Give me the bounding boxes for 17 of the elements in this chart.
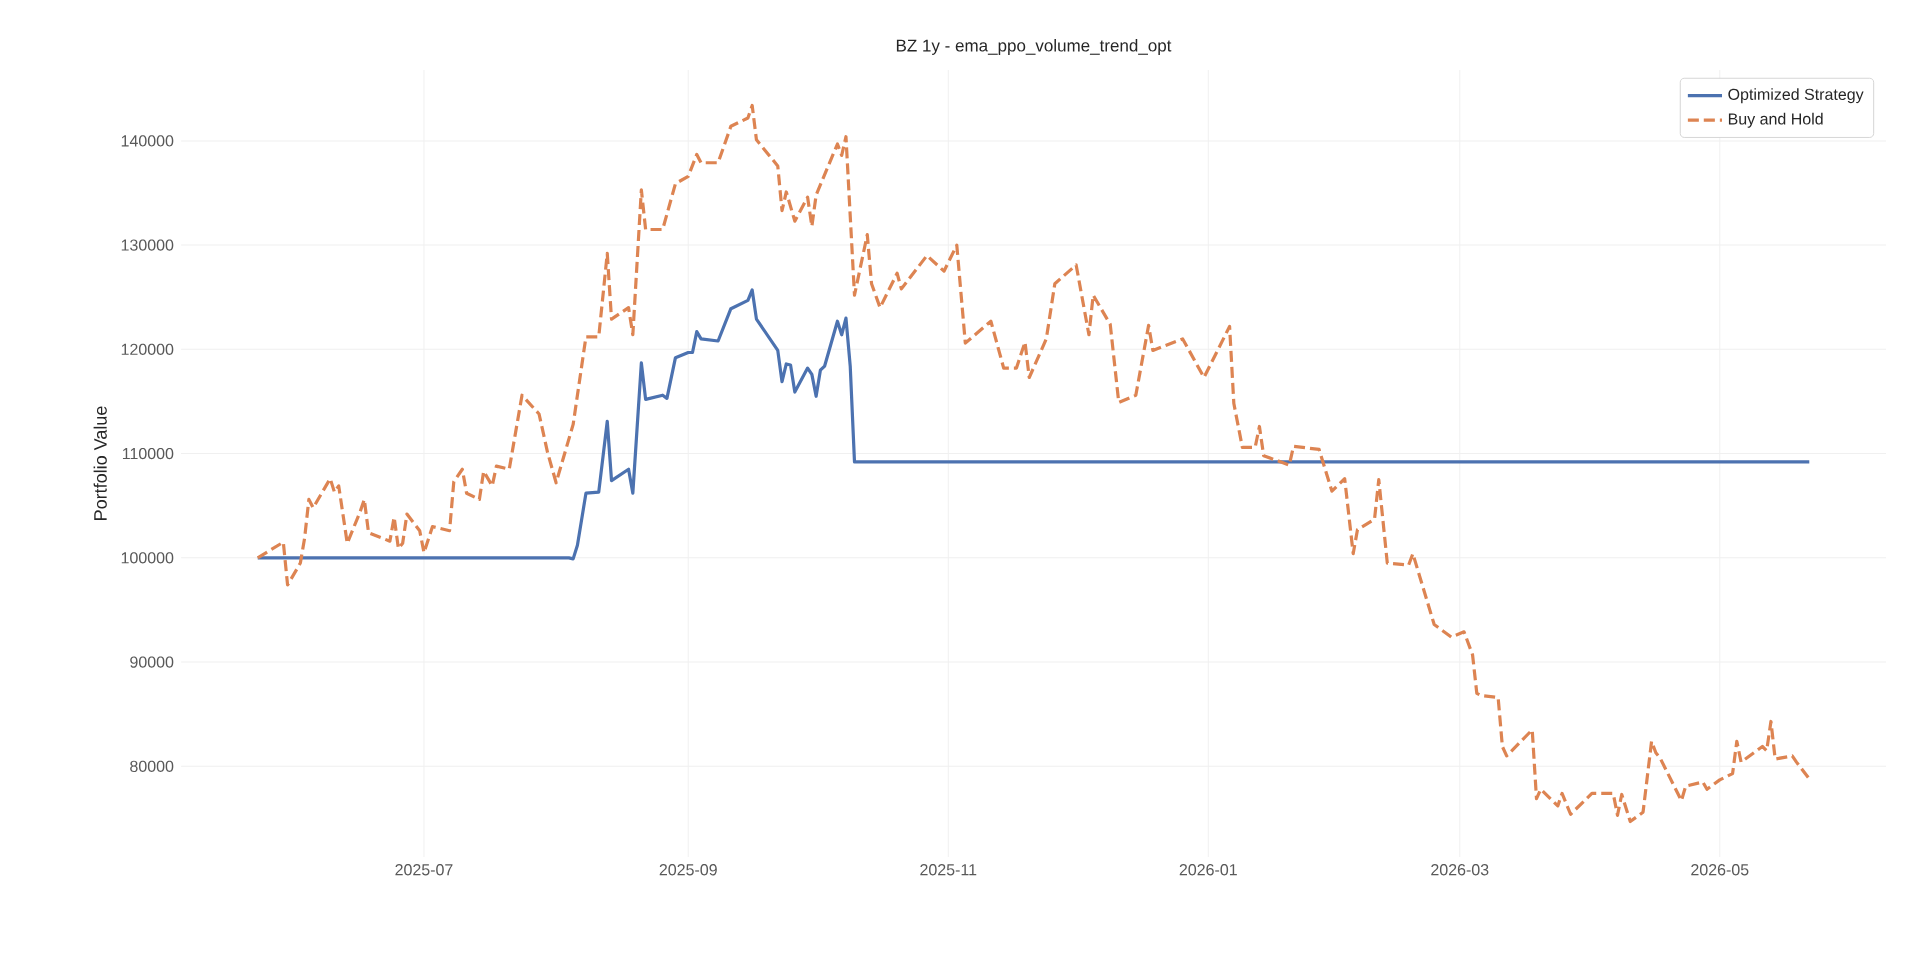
x-tick-label: 2025-11	[920, 864, 977, 876]
legend-label: Optimized Strategy	[1728, 88, 1864, 104]
chart-title: BZ 1y - ema_ppo_volume_trend_opt	[896, 39, 1172, 55]
y-tick-label: 130000	[121, 239, 174, 251]
x-tick-label: 2026-05	[1691, 864, 1749, 876]
x-tick-label: 2026-01	[1179, 864, 1237, 876]
y-tick-label: 120000	[121, 343, 174, 356]
y-tick-label: 140000	[121, 135, 174, 147]
y-tick-label: 100000	[121, 552, 174, 564]
y-tick-label: 110000	[122, 447, 174, 460]
x-tick-label: 2026-03	[1431, 864, 1489, 876]
x-tick-label: 2025-07	[395, 864, 453, 876]
legend-label: Buy and Hold	[1728, 112, 1823, 128]
y-tick-label: 80000	[130, 760, 174, 772]
y-axis-title: Portfolio Value	[93, 406, 107, 520]
x-tick-label: 2025-09	[659, 864, 717, 876]
y-tick-label: 90000	[130, 656, 174, 668]
